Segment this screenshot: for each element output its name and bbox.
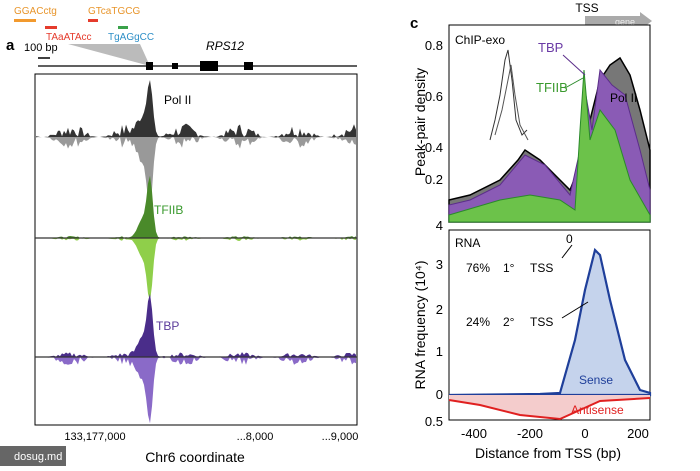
x-tick-label: -400 [461, 426, 487, 441]
watermark-bg [0, 446, 66, 466]
y-tick-label: 3 [436, 257, 443, 272]
exon [146, 62, 153, 70]
track-box [34, 73, 358, 426]
y-tick-label: 2 [436, 302, 443, 317]
label-leader [561, 244, 573, 259]
y-tick-label: 0.4 [425, 140, 443, 155]
x-axis-label: Distance from TSS (bp) [475, 445, 621, 461]
motif-bar [45, 26, 57, 29]
motif-bar [14, 19, 36, 22]
x-tick-label: 200 [627, 426, 649, 441]
exon [244, 62, 253, 70]
x-tick-label: 0 [581, 426, 588, 441]
sequence: TAaATAcc [46, 32, 92, 43]
y-tick-label: 0 [436, 387, 443, 402]
antisense-label: Antisense [571, 403, 624, 417]
track-label: TBP [156, 319, 179, 333]
pol2-antisense-track [36, 137, 356, 208]
y-tick-label: 1 [436, 344, 443, 359]
tbp-antisense-track [36, 357, 356, 424]
zero-label: 0 [566, 232, 573, 246]
sequence: GGACctg [14, 6, 57, 17]
zoom-wedge [68, 44, 150, 66]
tss-rank: 2° [503, 315, 515, 329]
pol2-sense-track [36, 80, 356, 137]
track-label: TFIIB [154, 203, 183, 217]
sequence: GTcaTGCG [88, 6, 140, 17]
series-label: TFIIB [536, 80, 568, 95]
watermark: dosug.md [14, 451, 62, 463]
tss-word: TSS [530, 315, 553, 329]
gene-arrow-label: gene [615, 17, 635, 27]
inset-curve [489, 49, 528, 141]
tss-rank: 1° [503, 261, 515, 275]
track-label: Pol II [164, 93, 191, 107]
inset-curve [494, 64, 529, 141]
percent: 76% [466, 261, 490, 275]
y-tick-label: 4 [436, 218, 443, 233]
percent: 24% [466, 315, 490, 329]
label-leader [564, 77, 584, 89]
tfiib-area [448, 69, 651, 223]
panel-label: a [6, 37, 15, 54]
y-axis-label: RNA frequency (10⁴) [412, 261, 428, 390]
y-tick-label: 0.8 [425, 38, 443, 53]
x-axis-label: Chr6 coordinate [145, 449, 245, 465]
tss-word: TSS [530, 261, 553, 275]
x-tick-label: ...8,000 [237, 431, 274, 443]
series-label: TBP [538, 40, 563, 55]
exon [200, 61, 218, 71]
y-tick-label: 0.6 [425, 89, 443, 104]
sense-label: Sense [579, 373, 613, 387]
motif-bar [88, 19, 98, 22]
gene-name: RPS12 [206, 39, 244, 53]
antisense-line [448, 397, 651, 421]
label-leader [562, 54, 586, 76]
panel-label: c [410, 15, 418, 32]
tss-label: TSS [575, 1, 598, 15]
y-tick-label: 0.5 [425, 414, 443, 429]
x-tick-label: ...9,000 [322, 431, 359, 443]
y-axis-label: Peak-pair density [412, 68, 428, 176]
y-tick-label: 0.2 [425, 172, 443, 187]
rna-label: RNA [455, 236, 480, 250]
label-leader [561, 301, 589, 319]
inset-label: ChIP-exo [455, 33, 505, 47]
motif-bar [118, 26, 128, 29]
sense-area [448, 247, 652, 397]
tracks [36, 80, 356, 424]
x-tick-label: -200 [517, 426, 543, 441]
x-tick-label: 133,177,000 [64, 431, 125, 443]
exon [172, 63, 178, 69]
scale-bar-label: 100 bp [24, 42, 58, 54]
series-label: Pol II [610, 91, 637, 105]
sequence: TgAGgCC [108, 32, 154, 43]
